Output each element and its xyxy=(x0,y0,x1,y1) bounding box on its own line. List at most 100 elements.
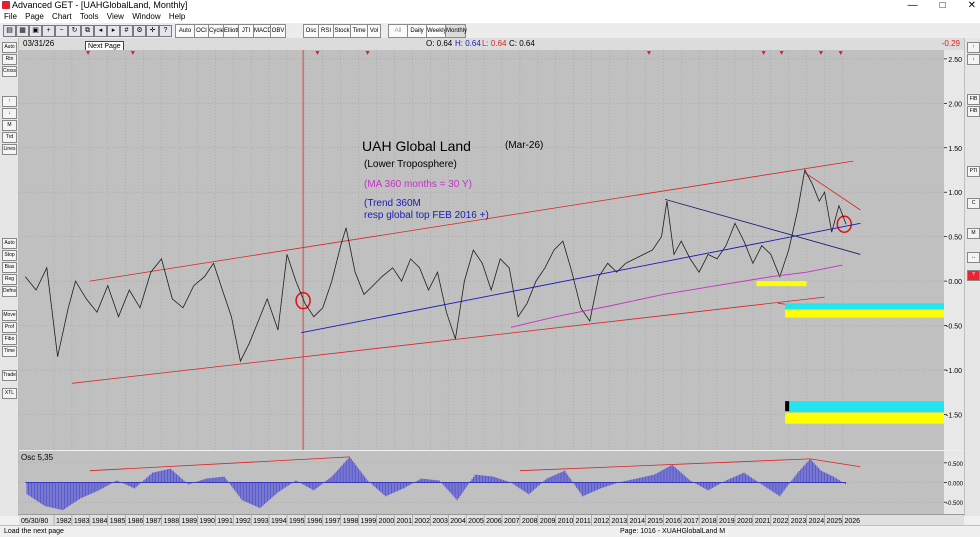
left-tool-up[interactable]: ↑ xyxy=(2,96,17,107)
left-tool-m[interactable]: M xyxy=(2,120,17,131)
right-tool-c[interactable]: C xyxy=(967,198,980,209)
projection-marker xyxy=(785,401,790,412)
menu-view[interactable]: View xyxy=(106,12,124,21)
left-tool-trd[interactable]: Trd xyxy=(2,132,17,143)
year-tick-label: 1984 xyxy=(92,518,108,525)
year-tick-label: 1993 xyxy=(253,518,269,525)
tool-time-button[interactable]: Time Chart xyxy=(350,24,368,46)
ohlc-low: L: 0.64 xyxy=(482,39,507,48)
zoom-out-icon[interactable]: − xyxy=(55,25,68,37)
settings-icon[interactable]: ⚙ xyxy=(133,25,146,37)
tool-osc-button[interactable]: Osc xyxy=(303,24,319,38)
price-chart[interactable]: UAH Global Land (Mar-26) (Lower Troposph… xyxy=(19,50,964,450)
tool-stock-button[interactable]: Stock xyxy=(333,24,351,38)
oscillator-panel[interactable]: Osc 5,35 0.500 0.000 -0.500 xyxy=(19,451,964,514)
grid-icon[interactable]: # xyxy=(120,25,133,37)
save-icon[interactable]: ▣ xyxy=(29,25,42,37)
menu-file[interactable]: File xyxy=(4,12,17,21)
right-tool-1[interactable]: ↑ xyxy=(967,42,980,53)
tool-obv-button[interactable]: OBV xyxy=(270,24,286,38)
left-tool-3[interactable]: Cross xyxy=(2,66,17,77)
year-tick-label: 2008 xyxy=(522,518,538,525)
refresh-icon[interactable]: ↻ xyxy=(68,25,81,37)
menu-window[interactable]: Window xyxy=(132,12,161,21)
plot-background xyxy=(19,50,944,450)
left-tool-prof[interactable]: Prof xyxy=(2,322,17,333)
right-tool-arrows[interactable]: ↔ xyxy=(967,252,980,263)
forward-icon[interactable]: ▸ xyxy=(107,25,120,37)
minimize-button[interactable]: — xyxy=(907,0,918,11)
chart-date: 03/31/26 xyxy=(23,39,55,48)
left-tool-down[interactable]: ↓ xyxy=(2,108,17,119)
right-tool-2[interactable]: ↓ xyxy=(967,54,980,65)
back-icon[interactable]: ◂ xyxy=(94,25,107,37)
menu-chart[interactable]: Chart xyxy=(52,12,72,21)
left-tool-auto[interactable]: Auto xyxy=(2,238,17,249)
tool-jti-button[interactable]: JTI xyxy=(238,24,254,38)
right-tool-pti[interactable]: PTI xyxy=(967,166,980,177)
price-tick-label: 0.00 xyxy=(948,279,962,286)
left-tool-stop[interactable]: Stop xyxy=(2,250,17,261)
left-tool-move[interactable]: Move xyxy=(2,310,17,321)
tool-vol-button[interactable]: Vol xyxy=(367,24,381,38)
left-tool-1[interactable]: Auto xyxy=(2,42,17,53)
oscillator-svg: Osc 5,35 0.500 0.000 -0.500 xyxy=(19,451,964,514)
menu-help[interactable]: Help xyxy=(168,12,186,21)
left-tool-bias[interactable]: Bias xyxy=(2,262,17,273)
tool-rsi-button[interactable]: RSI xyxy=(318,24,334,38)
top-marker xyxy=(365,51,370,55)
left-tool-fibo[interactable]: Fibo xyxy=(2,334,17,345)
right-tool-fib2[interactable]: FIB xyxy=(967,106,980,117)
tool-all-monitor-button[interactable]: All Monitor xyxy=(388,24,409,46)
year-tick-label: 2026 xyxy=(844,518,860,525)
maximize-button[interactable]: □ xyxy=(939,0,946,11)
tool-elliott-button[interactable]: Elliott Wave xyxy=(223,24,239,46)
year-tick-label: 2004 xyxy=(450,518,466,525)
target-band-cyan xyxy=(785,303,944,311)
ma-note: (MA 360 months = 30 Y) xyxy=(364,179,472,190)
window-title: Advanced GET - [UAHGlobalLand, Monthly] xyxy=(12,0,188,10)
top-marker xyxy=(761,51,766,55)
left-tool-xtl[interactable]: XTL xyxy=(2,388,17,399)
crosshair-icon[interactable]: ✛ xyxy=(146,25,159,37)
year-tick-label: 1998 xyxy=(343,518,359,525)
year-tick-label: 1982 xyxy=(56,518,72,525)
left-tool-trade[interactable]: Trade xyxy=(2,370,17,381)
price-tick-label: -1.00 xyxy=(946,368,962,375)
tool-oci-button[interactable]: OCI xyxy=(194,24,209,38)
close-button[interactable]: ✕ xyxy=(967,0,976,11)
left-tool-reg[interactable]: Reg xyxy=(2,274,17,285)
ma-360-line xyxy=(510,264,843,328)
period-monthly-button[interactable]: Monthly xyxy=(445,24,467,38)
menu-tools[interactable]: Tools xyxy=(79,12,99,21)
osc-axis xyxy=(944,451,964,514)
tool-cycles-button[interactable]: Cycles xyxy=(208,24,227,38)
trend-note-2: resp global top FEB 2016 +) xyxy=(364,210,489,221)
left-tool-defns[interactable]: Defns xyxy=(2,286,17,297)
print-icon[interactable]: ▦ xyxy=(16,25,29,37)
zoom-in-icon[interactable]: + xyxy=(42,25,55,37)
channel-upper-line xyxy=(89,160,854,282)
period-weekly-button[interactable]: Weekly xyxy=(426,24,447,38)
menu-page[interactable]: Page xyxy=(25,12,44,21)
left-tool-2[interactable]: Rtn xyxy=(2,54,17,65)
tool-auto-trend-button[interactable]: Auto Trend xyxy=(175,24,195,46)
tool-macd-button[interactable]: MACD xyxy=(253,24,272,38)
right-tool-m[interactable]: M xyxy=(967,228,980,239)
projection-band-cyan xyxy=(785,401,944,413)
year-tick-label: 1985 xyxy=(110,518,126,525)
right-tool-fib1[interactable]: FIB xyxy=(967,94,980,105)
year-tick-label: 1987 xyxy=(146,518,162,525)
year-tick-label: 2013 xyxy=(612,518,628,525)
left-tool-lines[interactable]: Lines xyxy=(2,144,17,155)
open-icon[interactable]: ▤ xyxy=(3,25,16,37)
year-tick-label: 1995 xyxy=(289,518,305,525)
target-band-yellow-2 xyxy=(785,309,944,318)
help-icon[interactable]: ? xyxy=(159,25,172,37)
left-tool-time[interactable]: Time xyxy=(2,346,17,357)
copy-icon[interactable]: ⧉ xyxy=(81,25,94,37)
osc-trendline-1 xyxy=(89,456,350,472)
highlight-circle-1995 xyxy=(295,291,311,310)
right-tool-help[interactable]: ? xyxy=(967,270,980,281)
period-daily-button[interactable]: Daily xyxy=(407,24,427,38)
